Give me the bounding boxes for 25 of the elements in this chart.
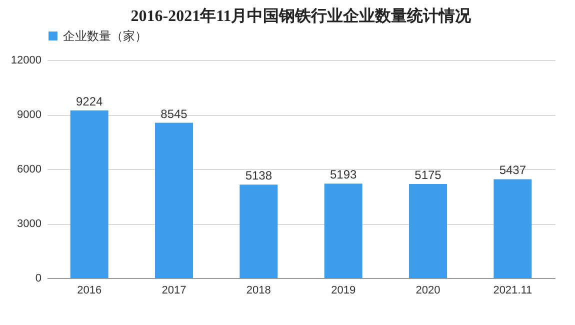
x-tick-label: 2016	[77, 284, 102, 296]
legend-label: 企业数量（家）	[63, 29, 147, 43]
data-label: 9224	[76, 94, 104, 108]
data-label: 5175	[414, 168, 442, 182]
data-label: 5138	[245, 168, 272, 183]
x-tick-label: 2019	[331, 284, 356, 296]
data-label: 5193	[330, 168, 358, 182]
y-tick-label: 12000	[10, 54, 42, 66]
bar	[155, 122, 193, 278]
data-label: 8545	[160, 106, 188, 121]
x-tick-label: 2018	[246, 284, 271, 296]
chart-title: 2016-2021年11月中国钢铁行业企业数量统计情况	[130, 7, 472, 25]
bar	[324, 184, 362, 278]
bar	[494, 179, 532, 278]
bar	[240, 184, 278, 278]
y-tick-label: 6000	[17, 164, 42, 176]
bar	[409, 184, 447, 278]
bar	[70, 110, 108, 278]
x-tick-label: 2020	[416, 284, 440, 296]
y-tick-label: 3000	[17, 218, 42, 230]
y-tick-label: 9000	[17, 109, 42, 121]
y-tick-label: 0	[35, 272, 42, 284]
data-label: 5437	[499, 163, 526, 178]
x-tick-label: 2017	[162, 284, 186, 296]
x-tick-label: 2021.11	[493, 284, 532, 296]
